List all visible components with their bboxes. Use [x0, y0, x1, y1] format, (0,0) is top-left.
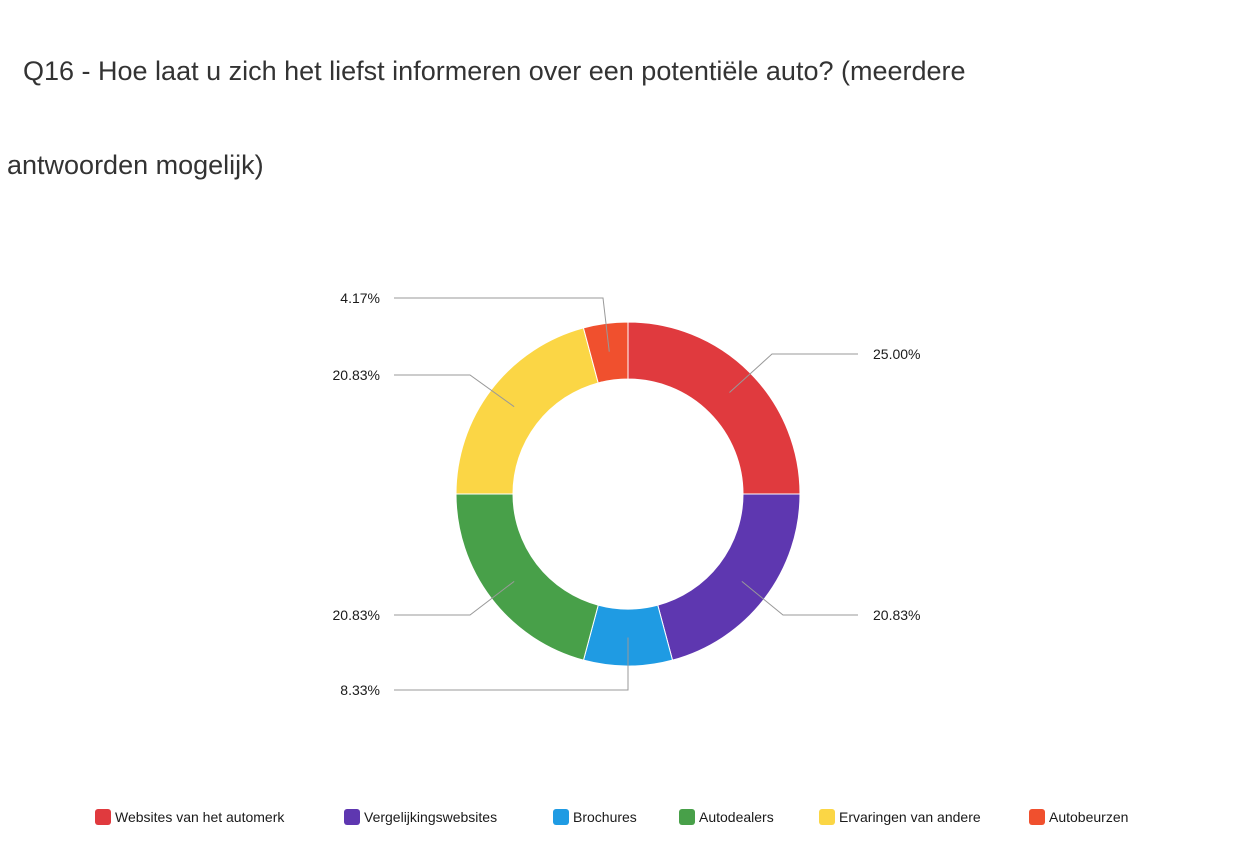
- slice-websites-van-het-automerk: [627, 321, 801, 495]
- legend-item-vergelijkingswebsites: Vergelijkingswebsites: [344, 805, 497, 829]
- leader-line-vergelijkingswebsites: [741, 580, 858, 616]
- legend-label: Autobeurzen: [1049, 809, 1129, 825]
- chart-title-line-1: Q16 - Hoe laat u zich het liefst informe…: [23, 56, 966, 86]
- data-label-websites-van-het-automerk: 25.00%: [873, 346, 920, 362]
- chart-title: Q16 - Hoe laat u zich het liefst informe…: [0, 24, 1200, 212]
- slice-autodealers: [455, 493, 599, 661]
- chart-title-line-2: antwoorden mogelijk): [7, 150, 264, 180]
- slice-vergelijkingswebsites: [657, 493, 801, 661]
- legend-item-autodealers: Autodealers: [679, 805, 774, 829]
- data-label-autodealers: 20.83%: [333, 607, 380, 623]
- legend-label: Ervaringen van andere: [839, 809, 981, 825]
- data-label-autobeurzen: 4.17%: [340, 290, 380, 306]
- leader-line-autobeurzen: [394, 297, 610, 352]
- legend-swatch: [344, 809, 360, 825]
- legend-label: Autodealers: [699, 809, 774, 825]
- data-label-ervaringen-van-andere: 20.83%: [333, 367, 380, 383]
- chart-legend: Websites van het automerk Vergelijkingswe…: [0, 805, 1260, 829]
- legend-swatch: [95, 809, 111, 825]
- leader-line-autodealers: [394, 580, 515, 616]
- legend-label: Brochures: [573, 809, 637, 825]
- legend-label: Vergelijkingswebsites: [364, 809, 498, 825]
- legend-item-websites-van-het-automerk: Websites van het automerk: [95, 805, 284, 829]
- legend-swatch: [553, 809, 569, 825]
- legend-item-autobeurzen: Autobeurzen: [1029, 805, 1128, 829]
- data-label-brochures: 8.33%: [340, 682, 380, 698]
- slice-autobeurzen: [582, 321, 629, 384]
- legend-item-ervaringen-van-andere: Ervaringen van andere: [819, 805, 981, 829]
- leader-line-websites-van-het-automerk: [729, 353, 858, 393]
- legend-swatch: [1029, 809, 1045, 825]
- data-label-vergelijkingswebsites: 20.83%: [873, 607, 920, 623]
- slice-ervaringen-van-andere: [455, 327, 599, 495]
- leader-line-brochures: [394, 637, 629, 691]
- legend-swatch: [679, 809, 695, 825]
- legend-item-brochures: Brochures: [553, 805, 637, 829]
- legend-label: Websites van het automerk: [115, 809, 285, 825]
- leader-line-ervaringen-van-andere: [394, 374, 515, 408]
- legend-swatch: [819, 809, 835, 825]
